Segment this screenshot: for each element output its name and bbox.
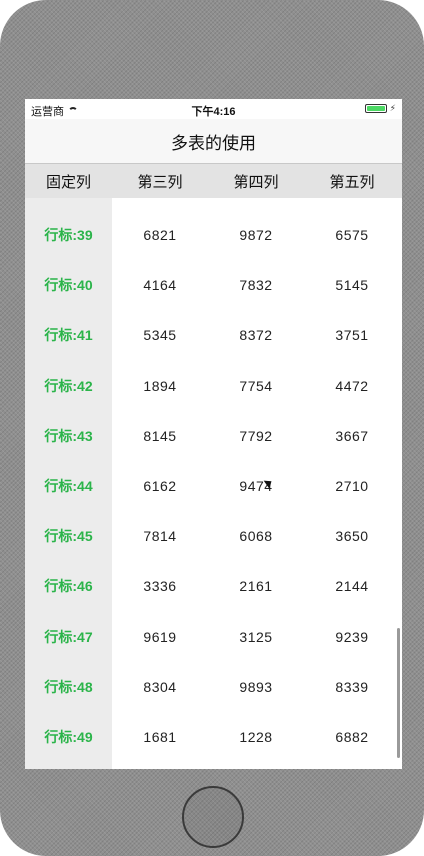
home-button[interactable] bbox=[182, 786, 244, 848]
cell-column-3: 1681 bbox=[143, 729, 177, 745]
status-right: ⚡ bbox=[364, 103, 396, 114]
status-time: 下午4:16 bbox=[191, 106, 236, 118]
cell-column-4: 9474 bbox=[239, 478, 273, 494]
cell-column-4: 3125 bbox=[239, 628, 273, 645]
cell-column-3: 3336 bbox=[143, 578, 177, 595]
cell-column-4: 8372 bbox=[239, 327, 273, 344]
app-screen: 运营商 下午4:16 ⚡ 多表的使用 固定列 第三列 第四列 第五列 行标:39… bbox=[25, 99, 402, 769]
cell-column-4: 7754 bbox=[239, 377, 273, 394]
cell-column-5: 6575 bbox=[335, 227, 369, 243]
table-row[interactable]: 行标:41 5345 8372 3751 bbox=[25, 310, 402, 360]
cell-column-4: 7832 bbox=[239, 277, 273, 294]
row-label: 行标:45 bbox=[44, 528, 93, 545]
cell-column-5: 3650 bbox=[335, 528, 369, 545]
cell-column-4: 6068 bbox=[239, 528, 273, 545]
cell-column-5: 6882 bbox=[335, 729, 369, 745]
cell-column-3: 7814 bbox=[143, 528, 177, 545]
table-row[interactable]: 行标:48 8304 9893 8339 bbox=[25, 662, 402, 712]
cell-column-3: 5345 bbox=[143, 327, 177, 344]
cell-column-5: 3667 bbox=[335, 427, 369, 444]
battery-fill bbox=[366, 106, 385, 111]
table-row[interactable]: 行标:47 9619 3125 9239 bbox=[25, 612, 402, 662]
header-column-4: 第四列 bbox=[233, 173, 279, 191]
status-bar: 运营商 下午4:16 ⚡ bbox=[25, 99, 402, 119]
cell-column-3: 6821 bbox=[143, 227, 177, 243]
row-label: 行标:46 bbox=[44, 578, 93, 595]
table-row[interactable]: 行标:42 1894 7754 4472 bbox=[25, 361, 402, 411]
row-label: 行标:44 bbox=[44, 478, 93, 494]
cell-column-4: 1228 bbox=[239, 729, 273, 745]
header-column-5: 第五列 bbox=[329, 173, 375, 191]
cell-column-4: 2161 bbox=[239, 578, 273, 595]
cell-column-5: 5145 bbox=[335, 277, 369, 294]
cell-column-3: 6162 bbox=[143, 478, 177, 494]
header-fixed-column: 固定列 bbox=[45, 173, 91, 191]
fixed-column bbox=[25, 198, 112, 769]
row-label: 行标:42 bbox=[44, 377, 93, 394]
cell-column-3: 9619 bbox=[143, 628, 177, 645]
row-label: 行标:47 bbox=[44, 628, 93, 645]
cell-column-3: 8304 bbox=[143, 678, 177, 695]
row-label: 行标:43 bbox=[44, 427, 93, 444]
row-label: 行标:39 bbox=[44, 227, 93, 243]
table-row[interactable]: 行标:44 6162 9474 2710 bbox=[25, 461, 402, 511]
battery-icon bbox=[364, 104, 387, 113]
row-label: 行标:40 bbox=[44, 277, 93, 294]
cell-column-4: 9893 bbox=[239, 678, 273, 695]
navigation-bar: 多表的使用 bbox=[25, 119, 402, 164]
table-row[interactable]: 行标:40 4164 7832 5145 bbox=[25, 260, 402, 310]
wifi-icon bbox=[68, 107, 78, 115]
row-label: 行标:48 bbox=[44, 678, 93, 695]
cell-column-4: 7792 bbox=[239, 427, 273, 444]
table-row[interactable]: 行标:49 1681 1228 6882 bbox=[25, 712, 402, 762]
row-label: 行标:49 bbox=[44, 729, 93, 745]
table-header: 固定列 第三列 第四列 第五列 bbox=[25, 164, 402, 199]
charging-icon: ⚡ bbox=[389, 103, 396, 113]
carrier-label: 运营商 bbox=[31, 106, 64, 118]
cell-column-5: 2144 bbox=[335, 578, 369, 595]
table-row[interactable]: 行标:46 3336 2161 2144 bbox=[25, 561, 402, 611]
table-row[interactable]: 行标:45 7814 6068 3650 bbox=[25, 511, 402, 561]
status-left: 运营商 bbox=[31, 103, 78, 119]
cell-column-5: 2710 bbox=[335, 478, 369, 494]
cell-column-5: 3751 bbox=[335, 327, 369, 344]
cell-column-5: 8339 bbox=[335, 678, 369, 695]
cell-column-3: 8145 bbox=[143, 427, 177, 444]
cell-column-5: 9239 bbox=[335, 628, 369, 645]
table-body[interactable]: 行标:39 6821 9872 6575 行标:40 4164 7832 5145 行标:41 5… bbox=[25, 198, 402, 769]
cell-column-3: 1894 bbox=[143, 377, 177, 394]
table-row[interactable]: 行标:43 8145 7792 3667 bbox=[25, 411, 402, 461]
vertical-scrollbar[interactable] bbox=[397, 628, 400, 758]
cell-column-3: 4164 bbox=[143, 277, 177, 294]
cell-column-4: 9872 bbox=[239, 227, 273, 243]
page-title: 多表的使用 bbox=[171, 133, 256, 153]
row-label: 行标:41 bbox=[44, 327, 93, 344]
cell-column-5: 4472 bbox=[335, 377, 369, 394]
table-row[interactable]: 行标:39 6821 9872 6575 bbox=[25, 210, 402, 260]
header-column-3: 第三列 bbox=[137, 173, 183, 191]
scrollable-columns[interactable] bbox=[112, 198, 402, 769]
